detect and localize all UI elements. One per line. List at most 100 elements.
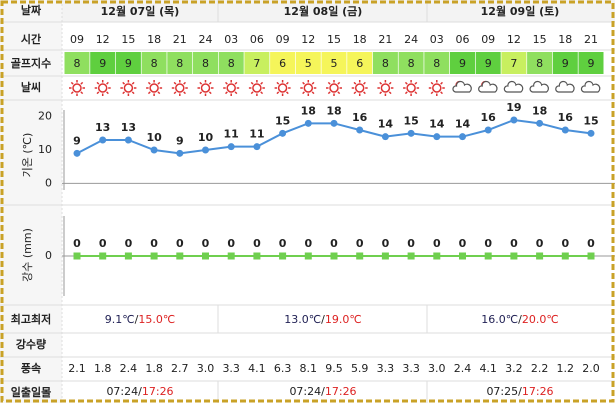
weather-icon (403, 80, 420, 96)
point (202, 252, 209, 260)
point (99, 136, 107, 144)
ray (234, 81, 238, 85)
cloud (503, 80, 524, 93)
sunrise-sunset: 07:24/17:26 (106, 385, 173, 398)
ray (311, 81, 315, 85)
ray (302, 81, 305, 85)
sunrise-sunset: 07:25/17:26 (486, 385, 553, 398)
wind: 3.2 (505, 362, 523, 375)
ray (157, 81, 161, 85)
wind: 6.3 (274, 362, 292, 375)
ray (199, 81, 203, 85)
point (510, 252, 518, 260)
point (124, 252, 132, 260)
ray (173, 91, 177, 95)
point (587, 129, 595, 137)
time: 18 (353, 33, 367, 46)
value-label: 0 (587, 237, 595, 250)
ray (250, 91, 254, 95)
ray (106, 91, 109, 95)
point (561, 252, 569, 260)
ray (311, 91, 315, 95)
point (484, 252, 492, 260)
value-label: 0 (99, 237, 107, 250)
label-col-bg (0, 0, 62, 403)
sunrise-sunset: 07:24/17:26 (289, 385, 356, 398)
ray (122, 91, 126, 95)
weather-icon (478, 80, 498, 93)
ray (363, 81, 366, 85)
label: 시간 (21, 32, 41, 46)
ray (183, 91, 186, 95)
weather-icon (171, 80, 188, 96)
point (176, 149, 184, 157)
golf-value: 8 (176, 57, 183, 70)
ray (440, 91, 443, 95)
value-label: 13 (95, 121, 110, 134)
weather-icon (503, 80, 524, 93)
ray (208, 91, 212, 95)
value-label: 0 (73, 237, 81, 250)
weather-icon (351, 80, 368, 96)
time: 06 (456, 33, 470, 46)
golf-value: 5 (331, 57, 338, 70)
value-label: 10 (198, 131, 214, 144)
value-label: 15 (275, 114, 290, 127)
ray (302, 91, 305, 95)
value-label: 0 (304, 237, 312, 250)
ray (96, 81, 100, 85)
sun (252, 83, 262, 93)
time: 21 (173, 33, 187, 46)
ray (260, 91, 264, 95)
wind: 3.0 (197, 362, 215, 375)
value-label: 9 (73, 134, 81, 147)
sun (149, 83, 159, 93)
wind: 3.3 (377, 362, 395, 375)
min: 13.0℃ (284, 313, 321, 326)
time: 03 (430, 33, 444, 46)
weather-icon (223, 80, 240, 96)
golf-value: 5 (305, 57, 312, 70)
golf-cell (424, 52, 450, 74)
ray (404, 91, 408, 95)
point (99, 252, 107, 260)
ray (430, 81, 434, 85)
sun (380, 83, 391, 93)
value-label: 14 (378, 118, 394, 131)
point (304, 119, 312, 127)
wind: 3.3 (402, 362, 420, 375)
cloud (555, 80, 575, 93)
golf-cell (218, 52, 244, 74)
value-label: 18 (326, 104, 341, 117)
point (381, 252, 389, 260)
value-label: 0 (176, 237, 184, 250)
wind: 9.5 (325, 362, 343, 375)
ray (199, 91, 203, 95)
value-label: 0 (150, 237, 158, 250)
sun (329, 83, 339, 93)
sun (226, 83, 236, 93)
value-label: 0 (253, 237, 261, 250)
time: 12 (301, 33, 315, 46)
time: 06 (250, 33, 264, 46)
point (253, 143, 261, 151)
weather-icon (274, 80, 291, 96)
golf-value: 8 (382, 57, 389, 70)
sep: / (321, 385, 325, 398)
ray (285, 81, 289, 85)
golf-value: 9 (99, 57, 106, 70)
value-label: 18 (301, 104, 316, 117)
value-label: 0 (561, 237, 569, 250)
ray (285, 91, 289, 95)
wind: 2.4 (454, 362, 472, 375)
sun (97, 83, 108, 93)
point (73, 149, 81, 157)
point (459, 133, 466, 141)
ray (250, 81, 254, 85)
label: 날짜 (21, 3, 42, 17)
golf-value: 9 (485, 57, 492, 70)
golf-value: 9 (459, 57, 466, 70)
ray (353, 91, 357, 95)
value-label: 0 (227, 237, 235, 250)
wind: 1.2 (557, 362, 575, 375)
